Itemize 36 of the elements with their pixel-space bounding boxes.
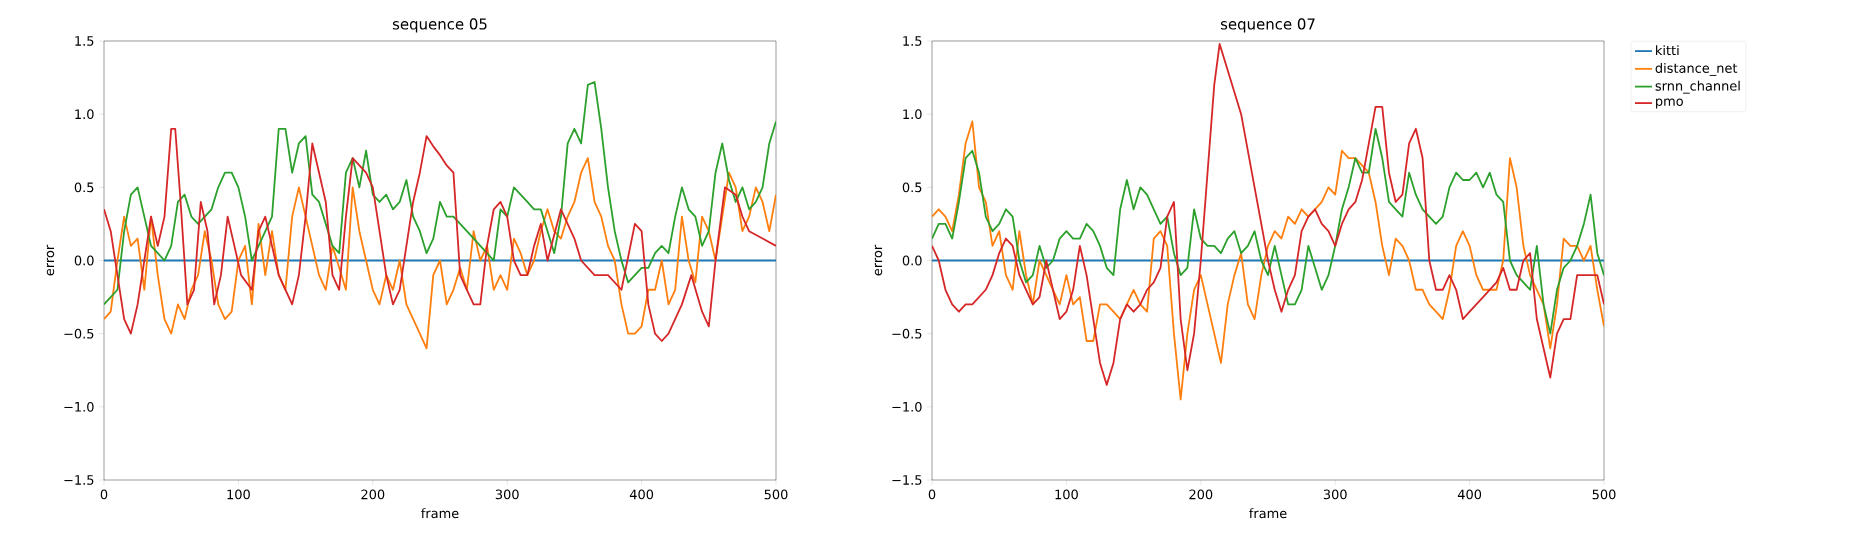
y-tick-label: −0.5	[892, 328, 922, 339]
y-tick-label: 1.0	[903, 109, 922, 120]
y-tick-label: 0.5	[74, 182, 94, 193]
y-tick-label: 1.5	[903, 36, 922, 46]
y-tick-label: 0.5	[902, 182, 922, 193]
legend-label: kitti	[1656, 45, 1679, 56]
x-tick-label: 400	[1457, 489, 1482, 500]
x-tick-label: 200	[361, 489, 385, 500]
y-axis-title: error	[874, 244, 883, 276]
x-tick-label: 100	[227, 489, 250, 500]
x-tick-label: 0	[928, 489, 936, 500]
x-tick-label: 300	[495, 489, 519, 500]
y-axis-title: error	[46, 244, 55, 276]
y-tick-label: −1.0	[64, 401, 94, 412]
x-axis-title: frame	[421, 508, 459, 519]
x-tick-label: 500	[1592, 489, 1616, 500]
x-tick-label: 400	[629, 489, 654, 500]
y-tick-label: 0.0	[74, 255, 94, 266]
y-tick-label: −1.5	[64, 475, 94, 485]
x-axis-title: frame	[1249, 508, 1287, 519]
x-tick-label: 200	[1189, 489, 1213, 500]
y-tick-label: 1.5	[75, 36, 94, 46]
x-tick-label: 0	[100, 489, 108, 500]
x-tick-label: 500	[764, 489, 788, 500]
x-tick-label: 100	[1055, 489, 1078, 500]
y-tick-label: −1.0	[892, 401, 922, 412]
x-tick-label: 300	[1323, 489, 1347, 500]
chart-title: sequence 07	[1220, 18, 1315, 33]
legend-label: srnn_channel	[1655, 80, 1740, 94]
chart-title: sequence 05	[392, 18, 487, 33]
y-tick-label: −1.5	[892, 475, 922, 485]
y-tick-label: 0.0	[902, 255, 922, 266]
y-tick-label: −0.5	[64, 328, 94, 339]
legend-label: distance_net	[1655, 62, 1738, 76]
y-tick-label: 1.0	[75, 109, 94, 120]
legend-label: pmo	[1656, 98, 1683, 109]
